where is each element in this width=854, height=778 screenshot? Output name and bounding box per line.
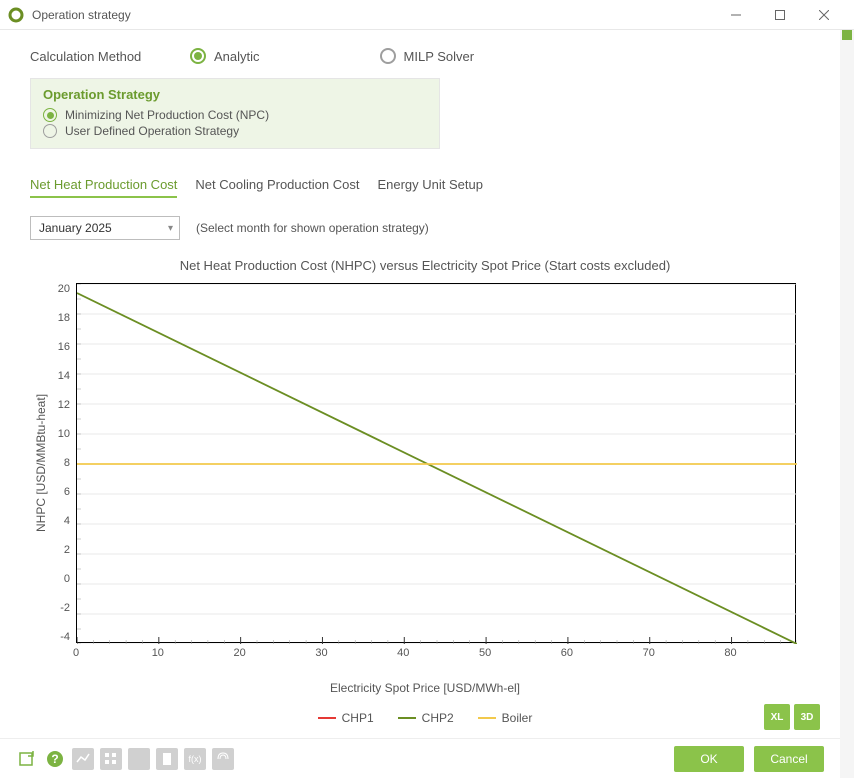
x-tick-label: 0 [73, 647, 79, 659]
chart-side-buttons: XL3D [764, 704, 820, 730]
y-tick-label: 10 [58, 428, 70, 440]
legend-label: CHP2 [422, 711, 454, 725]
maximize-button[interactable] [758, 0, 802, 30]
chart: Net Heat Production Cost (NHPC) versus E… [30, 258, 820, 698]
y-tick-label: 4 [64, 515, 70, 527]
fx-tool-icon[interactable]: f(x) [184, 748, 206, 770]
strategy-option-0[interactable]: Minimizing Net Production Cost (NPC) [43, 108, 427, 122]
plot-area [76, 283, 796, 643]
month-hint: (Select month for shown operation strate… [196, 221, 429, 235]
tab-0[interactable]: Net Heat Production Cost [30, 177, 177, 198]
y-tick-label: 18 [58, 312, 70, 324]
legend-item: CHP1 [318, 711, 374, 725]
strategy-option-label: Minimizing Net Production Cost (NPC) [65, 108, 269, 122]
x-tick-label: 50 [479, 647, 491, 659]
legend-item: CHP2 [398, 711, 454, 725]
calc-option-0[interactable]: Analytic [190, 48, 260, 64]
calculation-method-label: Calculation Method [30, 49, 150, 64]
x-tick-label: 70 [643, 647, 655, 659]
titlebar: Operation strategy [0, 0, 854, 30]
y-tick-label: 20 [58, 283, 70, 295]
tabs: Net Heat Production Cost Net Cooling Prod… [30, 177, 824, 198]
x-tick-label: 60 [561, 647, 573, 659]
month-select[interactable]: January 2025 ▾ [30, 216, 180, 240]
help-icon[interactable]: ? [44, 748, 66, 770]
signal-tool-icon[interactable] [212, 748, 234, 770]
y-tick-label: 14 [58, 370, 70, 382]
y-tick-label: 6 [64, 486, 70, 498]
chart-btn-3d[interactable]: 3D [794, 704, 820, 730]
y-tick-label: 0 [64, 573, 70, 585]
svg-text:?: ? [51, 752, 58, 766]
legend-label: CHP1 [342, 711, 374, 725]
app-icon [8, 7, 24, 23]
cancel-button[interactable]: Cancel [754, 746, 824, 772]
chart-tool-icon[interactable] [72, 748, 94, 770]
grid-tool-icon[interactable] [100, 748, 122, 770]
plot-svg [77, 284, 797, 644]
x-tick-label: 10 [152, 647, 164, 659]
strategy-option-1[interactable]: User Defined Operation Strategy [43, 124, 427, 138]
radio-icon [43, 108, 57, 122]
operation-strategy-box: Operation Strategy Minimizing Net Produc… [30, 78, 440, 149]
legend-swatch [478, 717, 496, 719]
y-tick-label: 12 [58, 399, 70, 411]
y-tick-label: -4 [60, 631, 70, 643]
calc-option-label: Analytic [214, 49, 260, 64]
export-icon[interactable] [16, 748, 38, 770]
x-tick-label: 20 [234, 647, 246, 659]
month-selected-value: January 2025 [39, 221, 112, 235]
operation-strategy-title: Operation Strategy [43, 87, 427, 102]
x-tick-label: 80 [724, 647, 736, 659]
x-axis-label: Electricity Spot Price [USD/MWh-el] [30, 681, 820, 695]
close-button[interactable] [802, 0, 846, 30]
ok-button[interactable]: OK [674, 746, 744, 772]
y-tick-label: 16 [58, 341, 70, 353]
doc-tool-icon[interactable] [156, 748, 178, 770]
legend: CHP1 CHP2 Boiler [30, 711, 820, 725]
radio-icon [190, 48, 206, 64]
legend-swatch [318, 717, 336, 719]
chart-title: Net Heat Production Cost (NHPC) versus E… [30, 258, 820, 273]
x-tick-label: 30 [315, 647, 327, 659]
tab-1[interactable]: Net Cooling Production Cost [195, 177, 359, 198]
tab-2[interactable]: Energy Unit Setup [377, 177, 483, 198]
y-ticks: 20181614121086420-2-4 [48, 283, 76, 643]
radio-icon [380, 48, 396, 64]
calc-option-label: MILP Solver [404, 49, 475, 64]
x-ticks: 0 10 20 30 40 50 60 70 80 [30, 643, 820, 659]
window-title: Operation strategy [32, 8, 714, 22]
strategy-option-label: User Defined Operation Strategy [65, 124, 239, 138]
chevron-down-icon: ▾ [168, 223, 173, 234]
calculation-method-row: Calculation Method Analytic MILP Solver [30, 48, 824, 64]
y-tick-label: 2 [64, 544, 70, 556]
calc-option-1[interactable]: MILP Solver [380, 48, 475, 64]
y-tick-label: 8 [64, 457, 70, 469]
y-tick-label: -2 [60, 602, 70, 614]
y-axis-label: NHPC [USD/MMBtu-heat] [30, 283, 48, 643]
blank-tool-icon[interactable] [128, 748, 150, 770]
x-tick-label: 40 [397, 647, 409, 659]
legend-label: Boiler [502, 711, 533, 725]
calculation-method-options: Analytic MILP Solver [190, 48, 474, 64]
radio-icon [43, 124, 57, 138]
footer: ? f(x) OK Cancel [0, 738, 840, 778]
chart-btn-xl[interactable]: XL [764, 704, 790, 730]
minimize-button[interactable] [714, 0, 758, 30]
legend-swatch [398, 717, 416, 719]
legend-item: Boiler [478, 711, 533, 725]
